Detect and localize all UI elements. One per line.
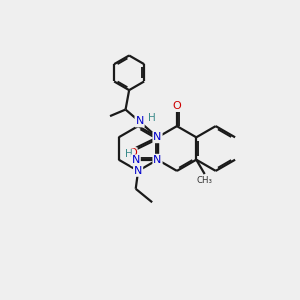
Text: CH₃: CH₃ <box>197 176 213 185</box>
Text: O: O <box>172 101 181 111</box>
Text: N: N <box>131 155 140 165</box>
Text: N: N <box>134 166 142 176</box>
Text: N: N <box>153 132 162 142</box>
Text: N: N <box>153 155 162 165</box>
Text: H: H <box>125 149 133 159</box>
Text: N: N <box>135 116 144 127</box>
Text: O: O <box>128 148 137 158</box>
Text: H: H <box>148 112 155 123</box>
